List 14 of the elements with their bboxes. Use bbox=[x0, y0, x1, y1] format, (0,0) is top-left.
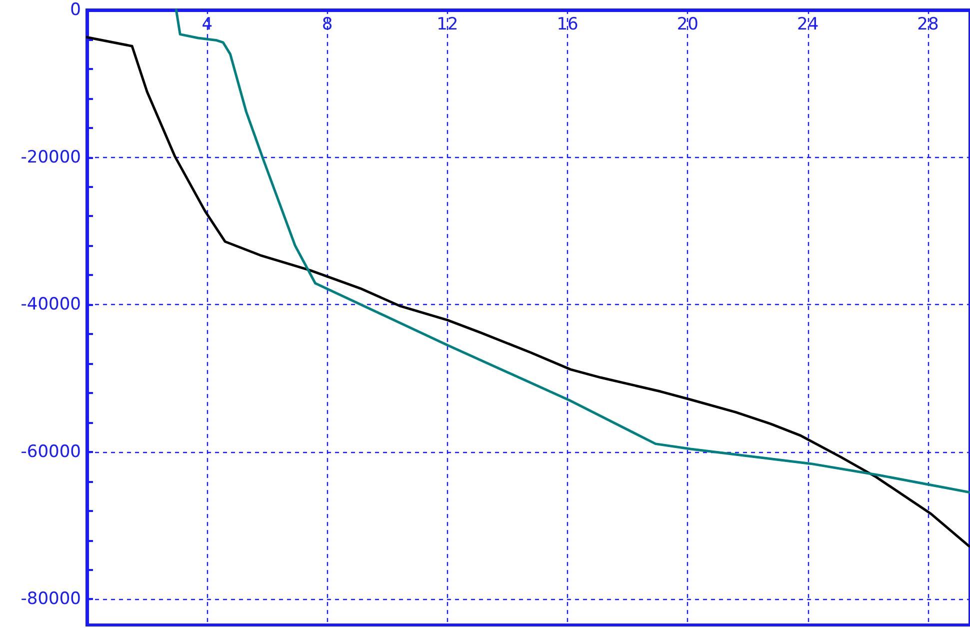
x-tick-label: 16 bbox=[556, 14, 578, 34]
y-tick-label: -40000 bbox=[20, 294, 81, 315]
x-tick-label: 28 bbox=[917, 14, 939, 34]
x-tick-label: 12 bbox=[436, 14, 458, 34]
line-series bbox=[86, 36, 970, 548]
x-tick-label: 24 bbox=[796, 14, 819, 34]
y-tick-label: -80000 bbox=[20, 589, 81, 610]
y-tick-label: -20000 bbox=[20, 147, 81, 168]
y-tick-label: 0 bbox=[70, 0, 81, 20]
x-tick-label: 4 bbox=[202, 14, 213, 34]
x-tick-label: 20 bbox=[676, 14, 698, 34]
y-tick-label: -60000 bbox=[20, 442, 81, 462]
x-tick-label: 8 bbox=[322, 14, 333, 34]
line-series bbox=[174, 8, 970, 494]
